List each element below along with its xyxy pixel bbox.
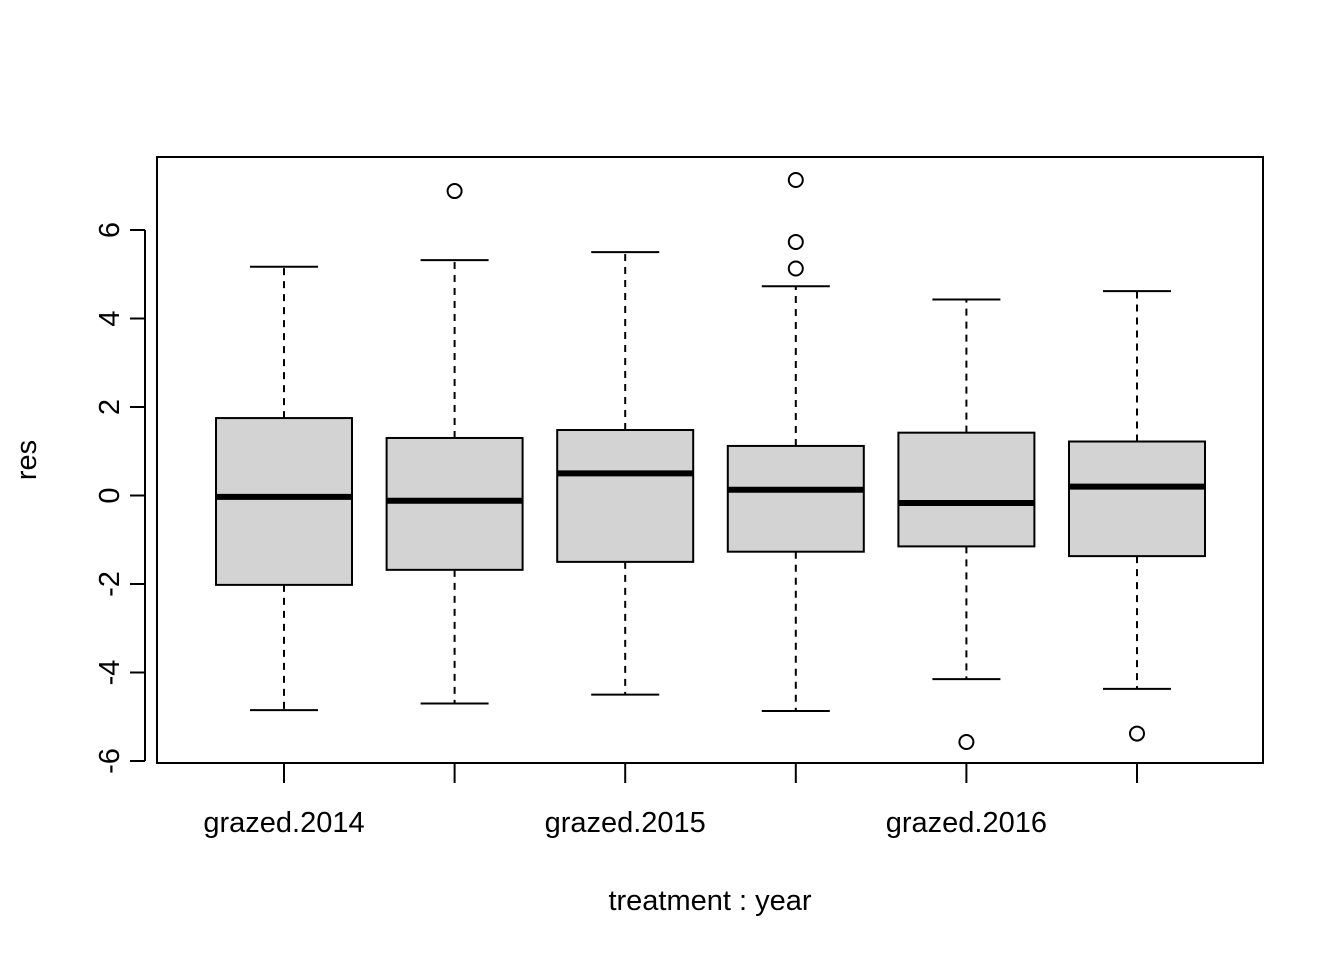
outlier-point (787, 233, 804, 250)
plot-frame (156, 156, 1264, 764)
x-tick-label: grazed.2014 (203, 807, 364, 839)
iqr-box (1068, 440, 1206, 558)
y-tick-label: 4 (94, 310, 126, 326)
outlier-point (787, 171, 804, 188)
y-tick-label: -6 (94, 748, 126, 774)
box-group (1068, 290, 1206, 742)
x-tick-label: grazed.2015 (545, 807, 706, 839)
iqr-box (385, 436, 524, 571)
y-axis: -6 -4 -2 0 2 4 6 (94, 222, 146, 774)
iqr-box (726, 444, 865, 553)
iqr-box (897, 431, 1036, 548)
y-axis-title: res (11, 440, 43, 480)
iqr-box (215, 417, 353, 586)
iqr-box (556, 429, 695, 563)
boxes-layer (215, 171, 1206, 750)
outlier-point (446, 183, 463, 200)
box-group (385, 183, 524, 705)
y-tick-label: 2 (94, 399, 126, 415)
x-axis: grazed.2014 grazed.2015 grazed.2016 (203, 763, 1138, 839)
box-group (726, 171, 865, 712)
y-tick-label: -4 (94, 660, 126, 686)
outlier-point (958, 733, 975, 750)
y-tick-label: 6 (94, 222, 126, 238)
outlier-point (1129, 725, 1145, 742)
box-group (556, 251, 695, 696)
x-axis-title: treatment : year (608, 885, 811, 917)
x-tick-label: grazed.2016 (886, 807, 1047, 839)
box-group (215, 265, 353, 712)
outlier-point (787, 260, 804, 277)
y-tick-label: -2 (94, 571, 126, 597)
y-tick-label: 0 (94, 487, 126, 503)
box-group (897, 298, 1036, 750)
